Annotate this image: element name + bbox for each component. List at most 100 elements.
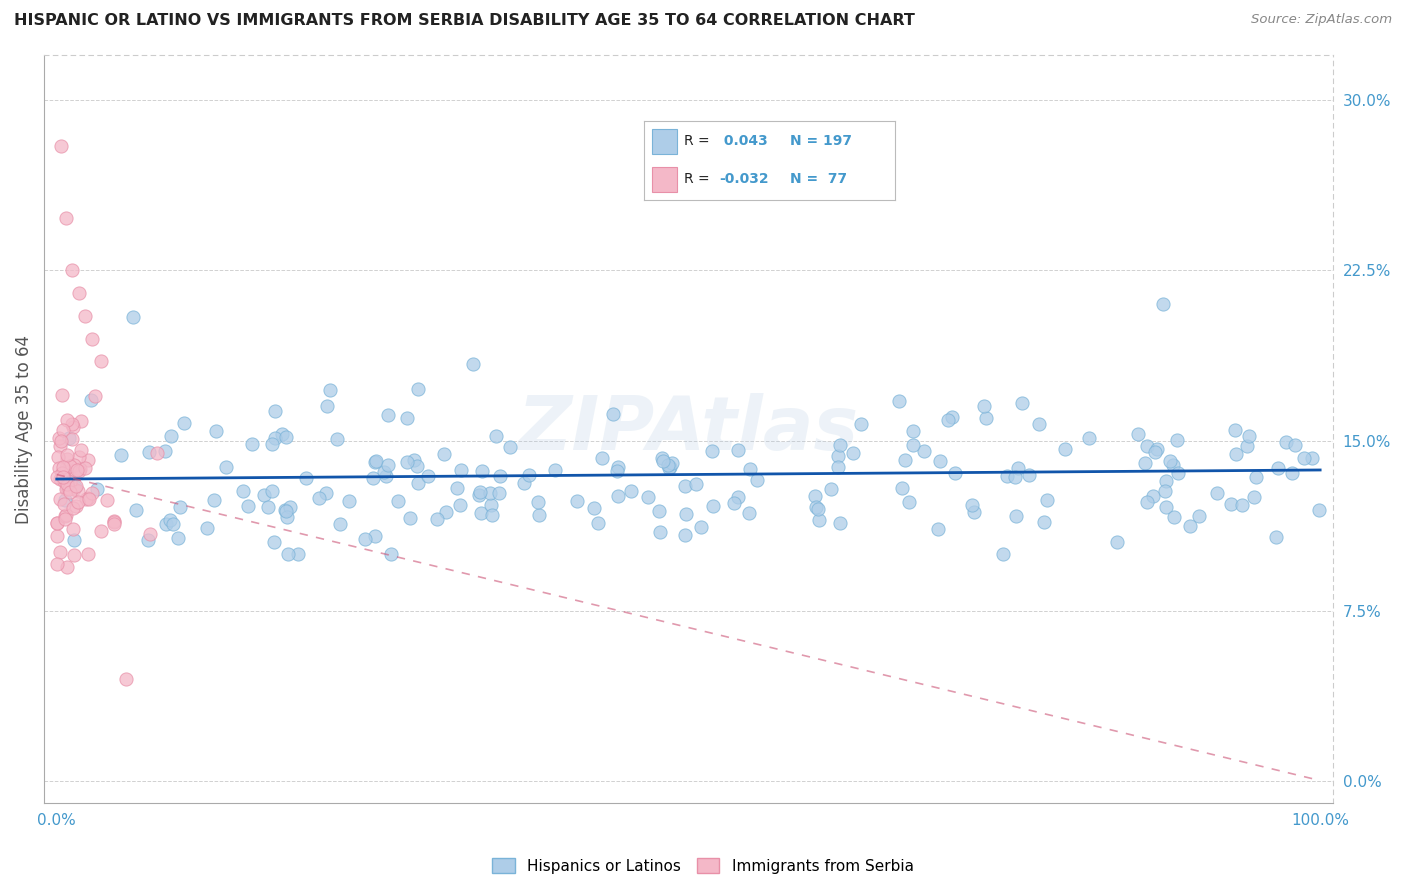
Point xyxy=(1167,466,1189,480)
Point xyxy=(125,503,148,517)
Point xyxy=(820,482,842,496)
Point xyxy=(90,354,112,368)
Point xyxy=(146,446,169,460)
Point xyxy=(60,263,83,277)
Point xyxy=(804,500,827,514)
Point xyxy=(1054,442,1077,457)
Point xyxy=(481,508,503,523)
Point xyxy=(1301,450,1323,465)
Point xyxy=(1126,427,1149,442)
Point xyxy=(271,427,294,442)
Point xyxy=(278,500,301,514)
Point xyxy=(49,434,72,449)
Point xyxy=(479,486,502,500)
Point xyxy=(49,138,72,153)
Point xyxy=(263,534,285,549)
Point xyxy=(361,471,384,485)
Point xyxy=(155,516,177,531)
Point xyxy=(675,507,697,521)
Point xyxy=(51,466,73,480)
Point xyxy=(55,483,77,497)
Point xyxy=(136,533,159,547)
Point xyxy=(315,486,337,500)
Point xyxy=(377,409,399,423)
Point xyxy=(607,489,630,503)
Point xyxy=(62,522,84,536)
Point xyxy=(842,445,865,459)
Point xyxy=(240,436,263,450)
Point xyxy=(52,469,75,483)
Point xyxy=(103,515,125,529)
Point xyxy=(375,469,398,483)
Point xyxy=(1018,467,1040,482)
Point xyxy=(399,510,422,524)
Point xyxy=(380,547,402,561)
Bar xyxy=(652,128,676,154)
Point xyxy=(167,531,190,545)
Point xyxy=(1159,454,1181,468)
Point xyxy=(1036,493,1059,508)
Point xyxy=(260,437,283,451)
Point xyxy=(1011,395,1033,409)
Point xyxy=(77,491,100,506)
Point xyxy=(1205,486,1227,500)
Point xyxy=(86,482,108,496)
Point xyxy=(56,481,79,495)
Point xyxy=(53,470,76,484)
Point xyxy=(46,470,69,484)
Point xyxy=(830,516,852,530)
Text: Source: ZipAtlas.com: Source: ZipAtlas.com xyxy=(1251,13,1392,27)
Point xyxy=(354,532,377,546)
Point xyxy=(927,522,949,536)
Point xyxy=(941,409,963,424)
Point xyxy=(689,520,711,534)
Point xyxy=(1267,461,1289,475)
Point xyxy=(808,512,831,526)
Point xyxy=(1178,518,1201,533)
Point xyxy=(1156,500,1178,515)
Point xyxy=(60,432,83,446)
Point xyxy=(658,461,681,475)
Point xyxy=(565,493,588,508)
Point xyxy=(827,460,849,475)
Point xyxy=(963,505,986,519)
Point xyxy=(49,440,72,454)
Point xyxy=(56,477,79,491)
Point xyxy=(377,458,399,473)
Point xyxy=(416,469,439,483)
Point xyxy=(651,454,673,468)
Point xyxy=(56,452,79,467)
Point xyxy=(63,482,86,496)
Point xyxy=(1225,447,1247,461)
Point xyxy=(890,481,912,495)
Text: 0.043: 0.043 xyxy=(720,135,768,148)
Point xyxy=(169,500,191,515)
Point xyxy=(46,516,69,530)
Point xyxy=(67,495,90,509)
Point xyxy=(65,479,87,493)
Point xyxy=(63,458,86,472)
Point xyxy=(1308,503,1330,517)
Point xyxy=(426,512,449,526)
Point xyxy=(253,488,276,502)
Point xyxy=(673,479,696,493)
Point xyxy=(77,453,100,467)
Point xyxy=(162,517,184,532)
Point xyxy=(727,442,749,457)
Point xyxy=(52,423,75,437)
Point xyxy=(828,438,851,452)
Point xyxy=(1143,444,1166,458)
Point xyxy=(1163,510,1185,524)
Point xyxy=(65,499,87,513)
Point xyxy=(65,480,87,494)
Point xyxy=(960,498,983,512)
Point xyxy=(650,524,672,539)
Point xyxy=(49,472,72,486)
Point xyxy=(48,461,70,475)
Point xyxy=(973,399,995,413)
Point xyxy=(53,474,76,488)
Point xyxy=(48,432,70,446)
Point xyxy=(60,417,83,431)
Point xyxy=(745,473,768,487)
Point xyxy=(67,465,90,479)
